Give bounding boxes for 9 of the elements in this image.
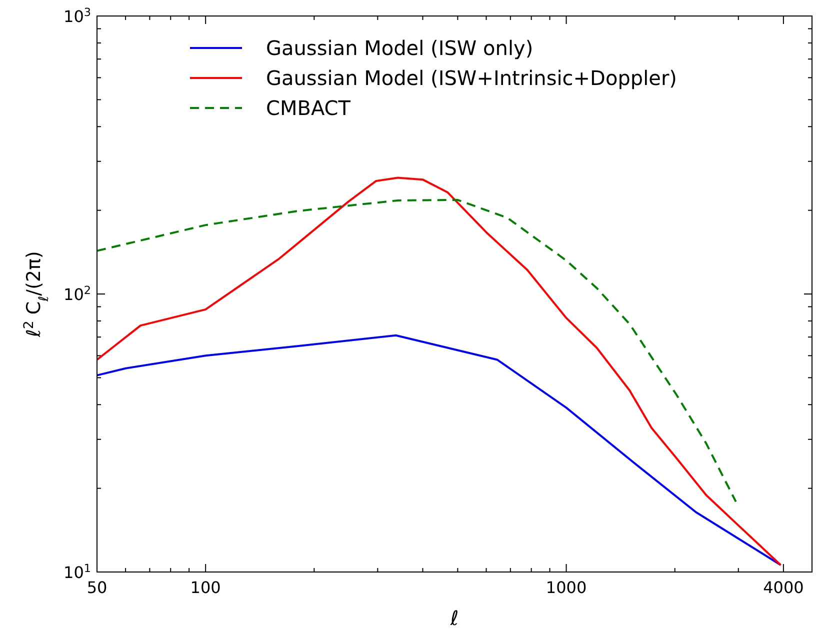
x-tick-label: 4000: [763, 578, 804, 597]
y-tick-label: 10$^{3}$: [64, 6, 91, 26]
legend-label: Gaussian Model (ISW+Intrinsic+Doppler): [266, 66, 677, 90]
x-tick-label: 100: [190, 578, 221, 597]
legend-label: Gaussian Model (ISW only): [266, 36, 534, 60]
legend-label: CMBACT: [266, 96, 352, 120]
y-tick-label: 10$^{2}$: [64, 284, 91, 304]
x-tick-label: 1000: [546, 578, 587, 597]
x-axis-title: ℓ: [449, 606, 459, 630]
